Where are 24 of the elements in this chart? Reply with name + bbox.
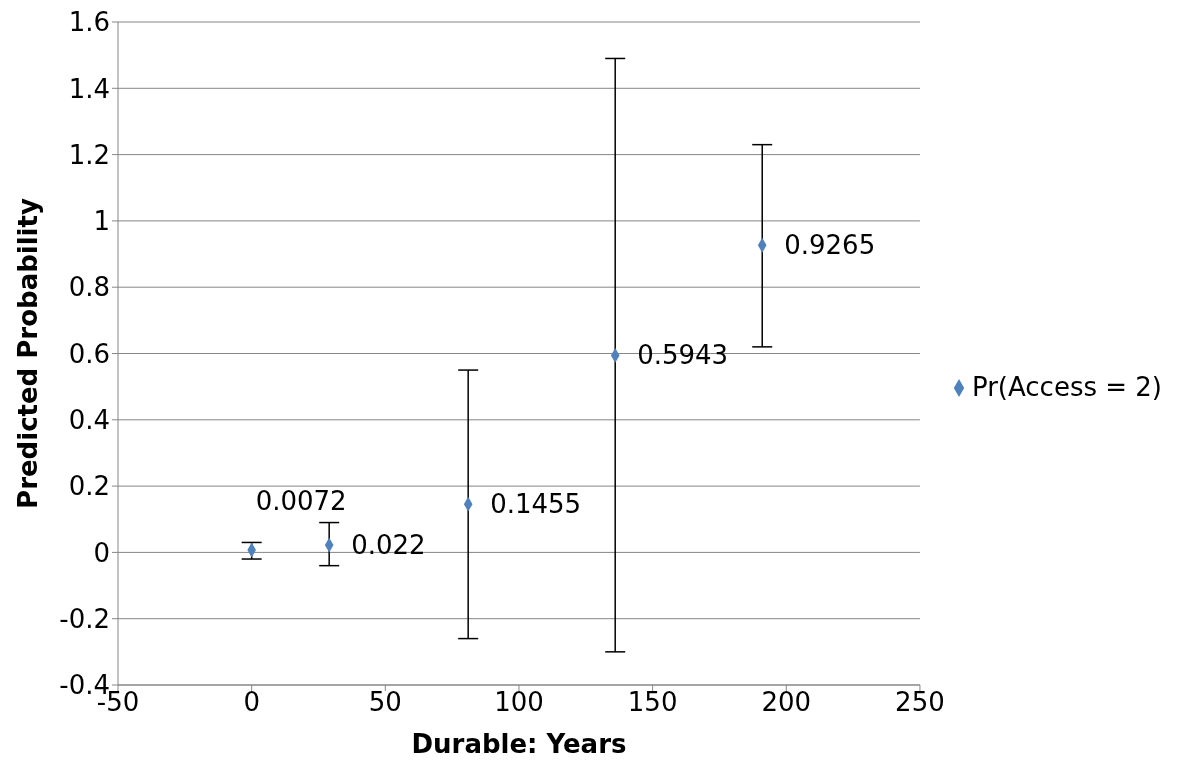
- y-tick-label: 1.2: [68, 139, 110, 170]
- y-tick-label: 0.2: [68, 471, 110, 502]
- data-label: 0.0072: [255, 486, 347, 517]
- data-label: 0.5943: [637, 340, 729, 371]
- x-tick-label: 250: [895, 687, 945, 718]
- y-tick-label: 1.6: [68, 7, 110, 38]
- y-tick-label: 0.6: [68, 338, 110, 369]
- x-tick-label: 100: [494, 687, 544, 718]
- y-tick-label: 1: [93, 206, 110, 237]
- x-tick-label: 50: [368, 687, 402, 718]
- y-tick-label: 0.8: [68, 272, 110, 303]
- y-tick-label: -0.2: [59, 603, 110, 634]
- x-tick-label: 150: [627, 687, 678, 718]
- x-axis-title: Durable: Years: [411, 729, 627, 760]
- y-tick-label: 0: [93, 537, 110, 568]
- legend-label: Pr(Access = 2): [971, 371, 1162, 402]
- data-label: 0.022: [351, 530, 426, 561]
- x-tick-label: 0: [243, 687, 260, 718]
- y-tick-label: 1.4: [68, 73, 110, 104]
- y-tick-label: 0.4: [68, 405, 110, 436]
- data-label: 0.1455: [490, 489, 582, 520]
- data-label: 0.9265: [784, 230, 876, 261]
- x-tick-label: 200: [761, 687, 812, 718]
- y-axis-title: Predicted Probability: [13, 198, 44, 509]
